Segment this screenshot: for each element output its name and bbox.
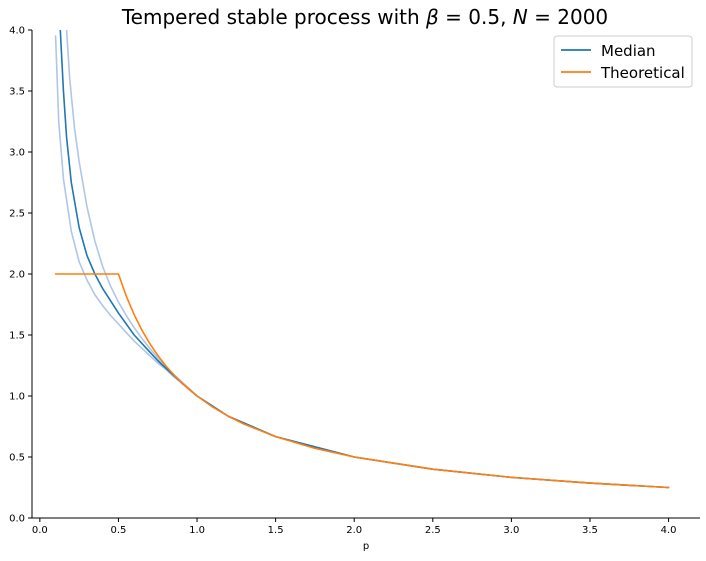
x-tick-label: 1.0 — [189, 525, 205, 536]
chart-title-beta: β — [425, 5, 439, 29]
y-tick-label: 0.5 — [9, 453, 25, 464]
legend-label-median: Median — [601, 42, 656, 60]
x-tick-label: 3.0 — [503, 525, 519, 536]
x-tick-label: 0.0 — [32, 525, 48, 536]
x-tick-label: 1.5 — [268, 525, 284, 536]
chart-title-prefix: Tempered stable process with — [121, 5, 426, 29]
series-line-theoretical — [54, 273, 670, 489]
x-tick-label: 2.0 — [346, 525, 362, 536]
legend-label-theoretical: Theoretical — [600, 64, 685, 82]
series-line-band-lower — [54, 35, 670, 489]
chart-title-n-value: = 2000 — [528, 5, 608, 29]
y-tick-label: 4.0 — [9, 26, 25, 37]
y-tick-label: 3.0 — [9, 148, 25, 159]
legend-box — [553, 35, 693, 88]
series-layer — [54, 30, 670, 489]
x-tick-label: 2.5 — [425, 525, 441, 536]
chart-title-n: N — [513, 5, 528, 29]
x-tick-label: 4.0 — [661, 525, 677, 536]
y-tick-label: 1.5 — [9, 331, 25, 342]
x-axis-label: p — [363, 541, 369, 552]
x-tick-label: 0.5 — [110, 525, 126, 536]
x-tick-label: 3.5 — [582, 525, 598, 536]
y-tick-label: 0.0 — [9, 514, 25, 525]
legend: Median Theoretical — [553, 35, 693, 88]
axes-layer: 0.0 0.5 1.0 1.5 2.0 2.5 3.0 3.5 4.0 0.0 0.5 1.0 1.5 2… — [9, 26, 700, 536]
chart-title: Tempered stable process with β = 0.5, N … — [121, 5, 608, 29]
y-tick-label: 2.5 — [9, 209, 25, 220]
chart-title-beta-value: = 0.5, — [439, 5, 513, 29]
series-line-median — [59, 30, 670, 489]
y-tick-label: 3.5 — [9, 87, 25, 98]
y-tick-label: 2.0 — [9, 270, 25, 281]
series-line-band-upper — [65, 30, 670, 489]
y-tick-label: 1.0 — [9, 392, 25, 403]
